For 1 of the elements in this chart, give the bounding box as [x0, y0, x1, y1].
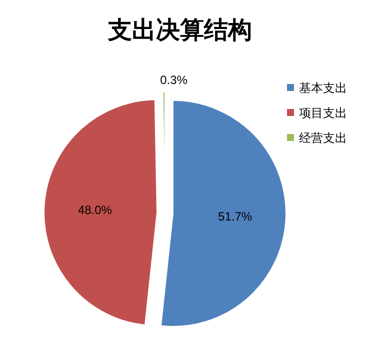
- title: 支出决算结构: [108, 15, 252, 44]
